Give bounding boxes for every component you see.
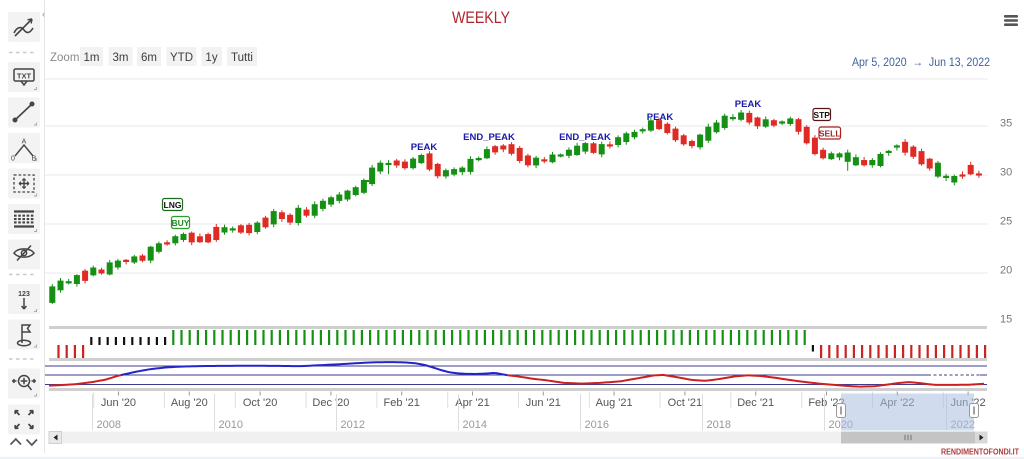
svg-text:Tutti: Tutti	[231, 52, 253, 64]
svg-text:B: B	[32, 156, 37, 163]
svg-text:Oct '20: Oct '20	[243, 397, 278, 409]
svg-text:PEAK: PEAK	[647, 112, 674, 123]
svg-text:Jun '20: Jun '20	[101, 397, 136, 409]
svg-text:15: 15	[1000, 314, 1012, 326]
svg-text:2010: 2010	[219, 419, 243, 431]
svg-text:123: 123	[18, 291, 30, 298]
svg-text:Feb '22: Feb '22	[808, 397, 844, 409]
svg-text:Dec '20: Dec '20	[312, 397, 349, 409]
svg-text:Jun '21: Jun '21	[526, 397, 561, 409]
svg-text:Aug '21: Aug '21	[596, 397, 633, 409]
svg-text:LNG: LNG	[164, 200, 182, 210]
svg-text:Apr '21: Apr '21	[455, 397, 490, 409]
svg-text:1m: 1m	[84, 52, 100, 64]
svg-text:Aug '20: Aug '20	[171, 397, 208, 409]
svg-text:YTD: YTD	[170, 52, 193, 64]
svg-text:Zoom: Zoom	[50, 52, 79, 64]
svg-text:30: 30	[1000, 167, 1012, 179]
svg-text:1y: 1y	[205, 52, 217, 64]
svg-text:STP: STP	[813, 110, 830, 120]
svg-text:Apr 5, 2020 → Jun 13, 2022: Apr 5, 2020 → Jun 13, 2022	[852, 55, 990, 69]
svg-text:BUY: BUY	[172, 218, 190, 228]
svg-text:SELL: SELL	[819, 128, 841, 138]
svg-text:35: 35	[1000, 118, 1012, 130]
svg-text:‹: ‹	[42, 9, 45, 19]
svg-text:Feb '21: Feb '21	[384, 397, 420, 409]
svg-text:RENDIMENTOFONDI.IT: RENDIMENTOFONDI.IT	[941, 448, 1019, 457]
svg-text:Dec '21: Dec '21	[737, 397, 774, 409]
svg-text:PEAK: PEAK	[735, 99, 762, 110]
svg-text:2014: 2014	[463, 419, 487, 431]
svg-text:A: A	[22, 139, 27, 146]
svg-text:PEAK: PEAK	[411, 142, 438, 153]
svg-text:3m: 3m	[113, 52, 129, 64]
svg-text:WEEKLY: WEEKLY	[452, 9, 510, 27]
svg-text:20: 20	[1000, 265, 1012, 277]
svg-text:2012: 2012	[341, 419, 365, 431]
svg-text:END_PEAK: END_PEAK	[559, 132, 611, 143]
svg-text:2008: 2008	[97, 419, 121, 431]
svg-text:2016: 2016	[585, 419, 609, 431]
svg-text:TXT: TXT	[17, 71, 32, 80]
svg-text:6m: 6m	[141, 52, 157, 64]
svg-text:25: 25	[1000, 216, 1012, 228]
svg-text:2018: 2018	[707, 419, 731, 431]
svg-text:Oct '21: Oct '21	[668, 397, 703, 409]
svg-text:0: 0	[11, 156, 15, 163]
svg-text:END_PEAK: END_PEAK	[463, 132, 515, 143]
